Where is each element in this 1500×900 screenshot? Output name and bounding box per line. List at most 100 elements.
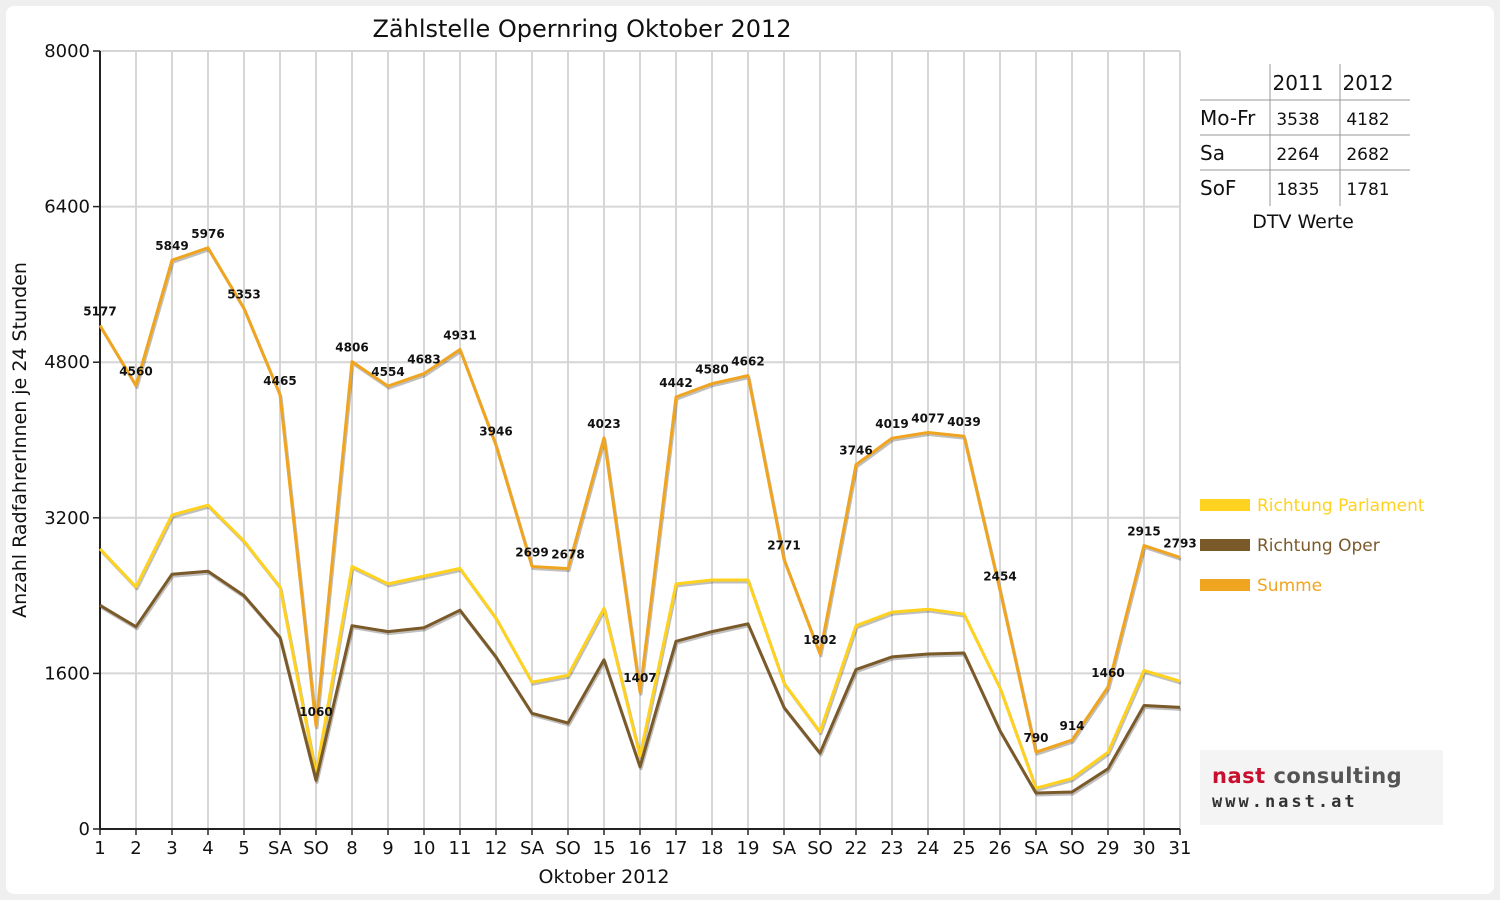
- x-tick-label: 22: [845, 838, 868, 859]
- x-tick-label: 12: [485, 838, 508, 859]
- x-tick-label: 26: [989, 838, 1012, 859]
- dtv-row-label: Mo-Fr: [1200, 106, 1256, 130]
- data-label: 4465: [263, 374, 296, 388]
- x-tick-label: 3: [166, 838, 177, 859]
- data-label: 3746: [839, 444, 872, 458]
- series-line-2: [99, 569, 1181, 795]
- x-tick-label: SO: [807, 838, 833, 859]
- y-tick-label: 6400: [44, 197, 90, 218]
- data-label: 2793: [1163, 536, 1196, 550]
- x-tick-label: 15: [593, 838, 616, 859]
- data-label: 1407: [623, 671, 656, 685]
- data-label: 2678: [551, 548, 584, 562]
- data-label: 5976: [191, 227, 224, 241]
- x-tick-label: 18: [701, 838, 724, 859]
- logo-name-part1: nast: [1212, 764, 1266, 788]
- x-tick-label: 5: [238, 838, 249, 859]
- data-label: 4039: [947, 415, 980, 429]
- dtv-caption: DTV Werte: [1252, 211, 1354, 233]
- y-tick-label: 4800: [44, 352, 90, 373]
- chart-frame: [6, 6, 1494, 894]
- dtv-table: 2011 2012 Mo-Fr 3538 4182 Sa 2264 2682 SoF 1835 17…: [1200, 64, 1410, 233]
- data-label: 5353: [227, 287, 260, 301]
- data-label: 1802: [803, 633, 836, 647]
- y-tick-label: 8000: [44, 41, 90, 62]
- y-axis-title: Anzahl RadfahrerInnen je 24 Stunden: [9, 262, 31, 618]
- x-tick-label: 2: [130, 838, 141, 859]
- x-tick-label: 19: [737, 838, 760, 859]
- dtv-value-2011: 1835: [1276, 180, 1319, 200]
- x-tick-label: 23: [881, 838, 904, 859]
- x-tick-label: 16: [629, 838, 652, 859]
- legend-label: Summe: [1257, 576, 1322, 596]
- logo-name-part2: consulting: [1273, 764, 1403, 788]
- series-lines: [98, 246, 1182, 797]
- x-tick-label: 10: [413, 838, 436, 859]
- x-tick-label: 25: [953, 838, 976, 859]
- data-label: 2915: [1127, 525, 1160, 539]
- data-label: 2699: [515, 546, 548, 560]
- dtv-row-label: Sa: [1200, 141, 1225, 165]
- data-label: 4019: [875, 417, 908, 431]
- dtv-row-label: SoF: [1200, 176, 1236, 200]
- data-label: 5849: [155, 239, 188, 253]
- legend-swatch: [1200, 499, 1250, 511]
- legend-label: Richtung Oper: [1257, 536, 1380, 556]
- x-tick-label: SO: [1059, 838, 1085, 859]
- x-tick-label: SO: [555, 838, 581, 859]
- legend-label: Richtung Parlament: [1257, 496, 1425, 516]
- data-label: 4662: [731, 355, 764, 369]
- dtv-value-2011: 3538: [1276, 110, 1319, 130]
- y-tick-label: 3200: [44, 508, 90, 529]
- x-tick-label: 11: [449, 838, 472, 859]
- data-label: 4580: [695, 363, 728, 377]
- x-tick-label: 9: [382, 838, 393, 859]
- data-label: 4023: [587, 417, 620, 431]
- logo-name: nast consulting: [1212, 764, 1402, 788]
- dtv-value-2012: 1781: [1346, 180, 1389, 200]
- legend: Richtung Parlament Richtung Oper Summe: [1200, 496, 1425, 596]
- data-label: 914: [1059, 719, 1084, 733]
- x-tick-label: 17: [665, 838, 688, 859]
- x-tick-label: 31: [1169, 838, 1192, 859]
- data-label: 2771: [767, 539, 800, 553]
- data-label: 4806: [335, 341, 368, 355]
- dtv-value-2012: 2682: [1346, 145, 1389, 165]
- x-tick-label: 29: [1097, 838, 1120, 859]
- x-tick-label: 1: [94, 838, 105, 859]
- x-tick-label: SA: [772, 838, 797, 859]
- dtv-header-2011: 2011: [1273, 71, 1324, 95]
- x-tick-label: 24: [917, 838, 940, 859]
- x-axis-title: Oktober 2012: [539, 866, 670, 888]
- data-label: 4554: [371, 365, 404, 379]
- dtv-header-2012: 2012: [1343, 71, 1394, 95]
- data-label: 4442: [659, 376, 692, 390]
- legend-swatch: [1200, 539, 1250, 551]
- x-tick-label: SA: [268, 838, 293, 859]
- data-label: 4931: [443, 328, 476, 342]
- x-tick-label: 8: [346, 838, 357, 859]
- data-label: 5177: [83, 305, 116, 319]
- x-tick-label: SO: [303, 838, 329, 859]
- logo-url: www.nast.at: [1212, 792, 1358, 812]
- y-tick-label: 0: [79, 819, 90, 840]
- data-label: 4077: [911, 412, 944, 426]
- company-logo: nast consulting www.nast.at: [1200, 750, 1443, 825]
- y-tick-label: 1600: [44, 663, 90, 684]
- data-label: 3946: [479, 424, 512, 438]
- series-line-3: [98, 246, 1181, 754]
- x-tick-label: 30: [1133, 838, 1156, 859]
- grid: [100, 50, 1181, 829]
- legend-swatch: [1200, 579, 1250, 591]
- x-tick-label: SA: [520, 838, 545, 859]
- chart-title: Zählstelle Opernring Oktober 2012: [372, 15, 791, 43]
- data-label: 1060: [299, 705, 332, 719]
- data-label: 4683: [407, 353, 440, 367]
- series-line-1: [98, 503, 1181, 790]
- dtv-value-2012: 4182: [1346, 110, 1389, 130]
- data-label: 1460: [1091, 666, 1124, 680]
- data-label: 4560: [119, 365, 152, 379]
- x-tick-label: SA: [1024, 838, 1049, 859]
